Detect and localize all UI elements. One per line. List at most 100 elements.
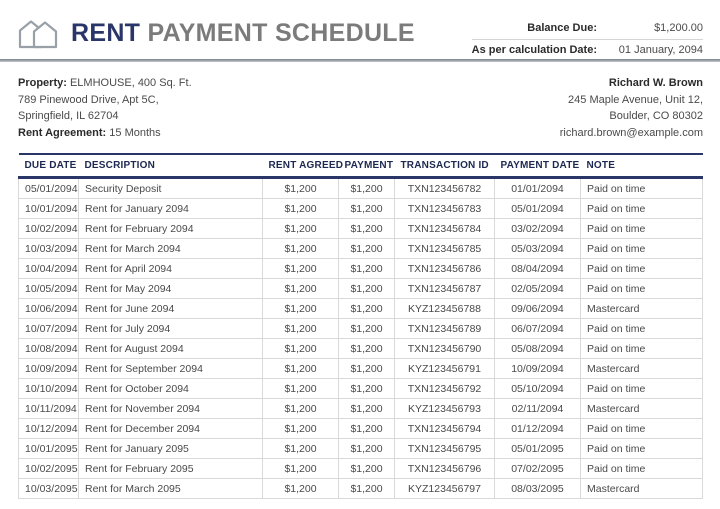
- table-cell: $1,200: [262, 358, 339, 379]
- table-cell: TXN123456794: [394, 418, 495, 439]
- table-cell: 10/01/2094: [18, 198, 79, 219]
- table-cell: Paid on time: [580, 177, 703, 199]
- table-cell: 07/02/2095: [494, 458, 581, 479]
- table-cell: $1,200: [338, 458, 395, 479]
- table-cell: Paid on time: [580, 218, 703, 239]
- header-row: DUE DATE DESCRIPTION RENT AGREED PAYMENT…: [18, 153, 703, 179]
- column-header-payment: PAYMENT: [338, 153, 395, 179]
- table-row: 10/04/2094 Rent for April 2094 $1,200 $1,20…: [18, 258, 703, 279]
- table-row: 10/09/2094 Rent for September 2094 $1,200 $…: [18, 358, 703, 379]
- table-cell: Paid on time: [580, 258, 703, 279]
- houses-icon: [16, 16, 62, 50]
- table-cell: $1,200: [262, 177, 339, 199]
- table-cell: 02/11/2094: [494, 398, 581, 419]
- tenant-address-line1: 245 Maple Avenue, Unit 12,: [568, 93, 703, 106]
- table-cell: Mastercard: [580, 478, 703, 499]
- table-cell: $1,200: [338, 298, 395, 319]
- rent-agreement-label: Rent Agreement:: [18, 126, 107, 139]
- table-cell: Mastercard: [580, 398, 703, 419]
- table-cell: $1,200: [338, 318, 395, 339]
- table-cell: $1,200: [338, 278, 395, 299]
- table-cell: 10/09/2094: [494, 358, 581, 379]
- tenant-email: richard.brown@example.com: [559, 126, 703, 139]
- table-cell: 10/02/2094: [18, 218, 79, 239]
- page-title-accent: RENT: [71, 18, 141, 47]
- brand: RENT PAYMENT SCHEDULE: [16, 16, 415, 50]
- table-cell: Rent for August 2094: [78, 338, 263, 359]
- table-cell: Rent for June 2094: [78, 298, 263, 319]
- column-header-transaction-id: TRANSACTION ID: [394, 153, 495, 179]
- table-cell: $1,200: [262, 398, 339, 419]
- table-cell: 10/02/2095: [18, 458, 79, 479]
- table-cell: $1,200: [338, 398, 395, 419]
- table-cell: $1,200: [262, 338, 339, 359]
- table-cell: Paid on time: [580, 278, 703, 299]
- table-cell: 09/06/2094: [494, 298, 581, 319]
- table-cell: $1,200: [262, 418, 339, 439]
- table-cell: TXN123456795: [394, 438, 495, 459]
- tenant-info: Richard W. Brown 245 Maple Avenue, Unit …: [560, 75, 703, 141]
- table-cell: 10/03/2095: [18, 478, 79, 499]
- page-title: RENT PAYMENT SCHEDULE: [71, 19, 415, 48]
- property-address-line2: Springfield, IL 62704: [18, 110, 119, 122]
- table-cell: Rent for March 2094: [78, 238, 263, 259]
- table-cell: Rent for March 2095: [78, 478, 263, 499]
- table-cell: 08/03/2095: [494, 478, 581, 499]
- calculation-date-value: 01 January, 2094: [618, 44, 703, 56]
- table-cell: KYZ123456788: [394, 298, 495, 319]
- table-row: 10/03/2095 Rent for March 2095 $1,200 $1,20…: [18, 478, 703, 499]
- info-section: Property: ELMHOUSE, 400 Sq. Ft. 789 Pine…: [0, 62, 720, 141]
- table-cell: 10/08/2094: [18, 338, 79, 359]
- table-cell: Rent for October 2094: [78, 378, 263, 399]
- table-cell: $1,200: [262, 458, 339, 479]
- table-cell: $1,200: [262, 318, 339, 339]
- table-cell: 01/01/2094: [494, 177, 581, 199]
- column-header-note: NOTE: [580, 153, 703, 179]
- table-row: 10/10/2094 Rent for October 2094 $1,200 $1,…: [18, 378, 703, 399]
- table-cell: Rent for November 2094: [78, 398, 263, 419]
- table-cell: $1,200: [262, 278, 339, 299]
- table-cell: $1,200: [338, 218, 395, 239]
- rent-agreement-line: Rent Agreement: 15 Months: [18, 125, 192, 142]
- table-cell: TXN123456782: [394, 177, 495, 199]
- table-cell: $1,200: [338, 478, 395, 499]
- table-row: 10/07/2094 Rent for July 2094 $1,200 $1,200…: [18, 318, 703, 339]
- table-cell: 05/01/2094: [18, 177, 79, 199]
- table-cell: TXN123456786: [394, 258, 495, 279]
- table-cell: KYZ123456791: [394, 358, 495, 379]
- table-cell: $1,200: [262, 378, 339, 399]
- table-cell: Paid on time: [580, 238, 703, 259]
- table-cell: 10/07/2094: [18, 318, 79, 339]
- table-cell: TXN123456796: [394, 458, 495, 479]
- table-cell: $1,200: [338, 238, 395, 259]
- table-cell: KYZ123456797: [394, 478, 495, 499]
- table-cell: $1,200: [262, 198, 339, 219]
- table-cell: 10/09/2094: [18, 358, 79, 379]
- table-cell: TXN123456790: [394, 338, 495, 359]
- table-cell: Rent for February 2094: [78, 218, 263, 239]
- table-cell: Rent for January 2095: [78, 438, 263, 459]
- table-cell: $1,200: [262, 298, 339, 319]
- table-cell: 10/06/2094: [18, 298, 79, 319]
- table-cell: Rent for January 2094: [78, 198, 263, 219]
- schedule-table-container: DUE DATE DESCRIPTION RENT AGREED PAYMENT…: [0, 141, 720, 499]
- table-cell: 08/04/2094: [494, 258, 581, 279]
- table-cell: Rent for February 2095: [78, 458, 263, 479]
- table-cell: 05/03/2094: [494, 238, 581, 259]
- table-cell: Paid on time: [580, 438, 703, 459]
- table-cell: 10/05/2094: [18, 278, 79, 299]
- table-cell: $1,200: [338, 198, 395, 219]
- table-cell: $1,200: [262, 238, 339, 259]
- property-address-line1: 789 Pinewood Drive, Apt 5C,: [18, 93, 159, 106]
- table-row: 10/05/2094 Rent for May 2094 $1,200 $1,200 T…: [18, 278, 703, 299]
- property-label: Property:: [18, 77, 67, 89]
- tenant-address-line2: Boulder, CO 80302: [609, 110, 703, 122]
- table-cell: TXN123456789: [394, 318, 495, 339]
- table-row: 10/11/2094 Rent for November 2094 $1,200 $1…: [18, 398, 703, 419]
- calculation-date-row: As per calculation Date: 01 January, 209…: [472, 40, 703, 61]
- column-header-rent-agreed: RENT AGREED: [262, 153, 343, 179]
- table-cell: TXN123456787: [394, 278, 495, 299]
- property-line: Property: ELMHOUSE, 400 Sq. Ft.: [18, 75, 192, 92]
- table-row: 10/12/2094 Rent for December 2094 $1,200 $1…: [18, 418, 703, 439]
